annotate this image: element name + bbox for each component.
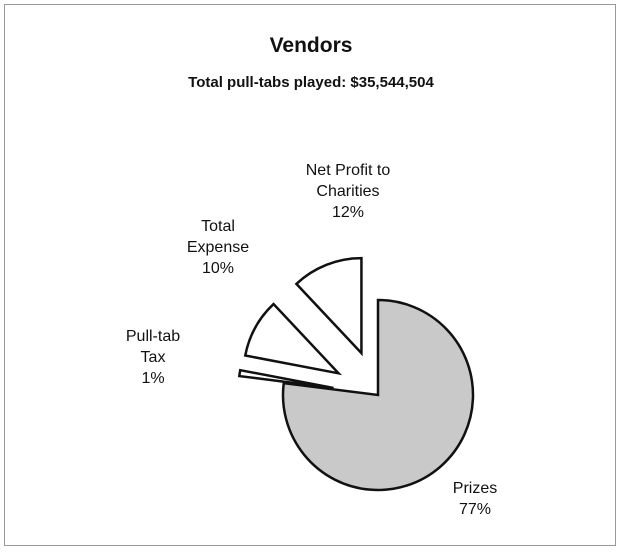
value-label: 12% <box>331 204 365 221</box>
category-label: Net Profit to Charities <box>305 162 391 200</box>
pie-slice <box>281 298 475 492</box>
slice-label: Net Profit to Charities 12% <box>283 160 413 223</box>
slice-label: Total Expense 10% <box>168 216 268 279</box>
pie-slice <box>294 256 363 357</box>
chart-subtitle: Total pull-tabs played: $35,544,504 <box>188 74 434 91</box>
category-label: Prizes <box>452 480 498 497</box>
slice-label: Pull-tab Tax 1% <box>113 326 193 389</box>
pie-slice <box>243 302 343 376</box>
value-label: 10% <box>201 260 235 277</box>
value-label: 77% <box>458 501 492 518</box>
value-label: 1% <box>141 370 165 387</box>
category-label: Total Expense <box>186 218 250 256</box>
chart-frame <box>4 4 616 546</box>
pie-slice <box>237 368 334 390</box>
slice-label: Prizes 77% <box>400 478 550 520</box>
chart-title: Vendors <box>269 34 353 57</box>
category-label: Pull-tab Tax <box>125 328 181 366</box>
